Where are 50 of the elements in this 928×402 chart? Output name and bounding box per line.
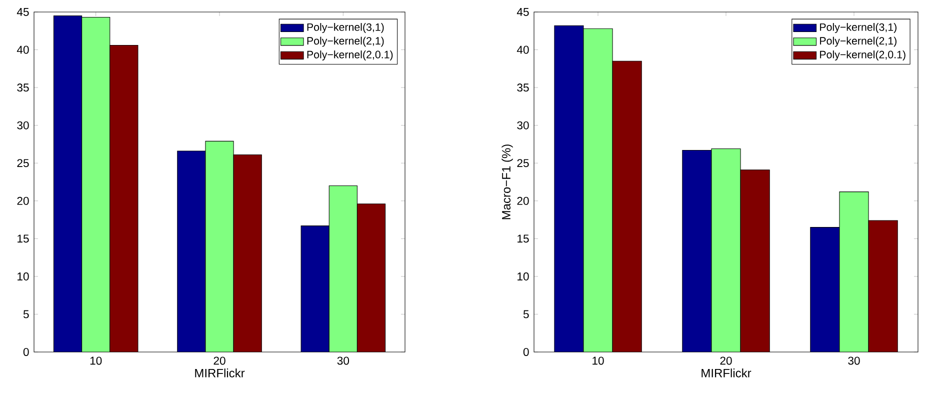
y-tick-label: 5 xyxy=(23,310,29,318)
bar xyxy=(583,28,613,352)
bar xyxy=(300,226,330,352)
legend-label: Poly−kernel(2,1) xyxy=(820,36,896,47)
legend-label: Poly−kernel(3,1) xyxy=(307,23,384,34)
y-tick-label: 10 xyxy=(18,272,29,280)
legend-label: Poly−kernel(2,0.1) xyxy=(307,50,393,60)
y-tick-label: 45 xyxy=(516,8,529,16)
bar xyxy=(82,17,110,352)
bar xyxy=(554,25,584,352)
bar xyxy=(205,140,234,352)
y-tick-label: 30 xyxy=(17,121,29,130)
y-tick-label: 40 xyxy=(516,46,529,54)
y-tick-label: 20 xyxy=(517,196,529,205)
bar xyxy=(177,150,206,352)
bar xyxy=(711,148,741,352)
y-tick-label: 10 xyxy=(518,272,529,280)
y-tick-label: 25 xyxy=(517,159,529,168)
x-tick-label: 30 xyxy=(848,356,860,365)
bar xyxy=(810,227,840,352)
y-tick-label: 30 xyxy=(517,121,529,130)
legend-label: Poly−kernel(2,1) xyxy=(307,36,384,47)
x-tick-label: 10 xyxy=(592,356,604,365)
x-tick-label: 10 xyxy=(90,356,102,365)
legend-label: Poly−kernel(2,0.1) xyxy=(820,50,906,60)
y-tick-label: 40 xyxy=(16,46,29,54)
bar xyxy=(839,192,869,352)
y-tick-label: 45 xyxy=(16,8,29,16)
y-tick-label: 15 xyxy=(18,234,29,243)
x-tick-label: 20 xyxy=(214,356,226,365)
y-tick-label: 35 xyxy=(17,84,29,92)
y-tick-label: 0 xyxy=(523,348,529,356)
y-tick-label: 20 xyxy=(17,196,29,205)
y-tick-label: 0 xyxy=(23,348,29,356)
bar xyxy=(110,44,138,352)
y-tick-label: 15 xyxy=(518,234,529,243)
y-tick-label: 25 xyxy=(17,159,29,168)
bar xyxy=(328,185,358,352)
x-tick-label: 30 xyxy=(337,356,350,365)
bar xyxy=(682,150,712,352)
x-axis-title: MIRFlickr xyxy=(702,368,752,378)
legend-label: Poly−kernel(3,1) xyxy=(820,23,896,34)
x-axis-title: MIRFlickr xyxy=(195,368,245,378)
y-tick-label: 5 xyxy=(523,310,529,318)
x-tick-label: 20 xyxy=(720,356,732,365)
bar xyxy=(233,154,262,352)
bar xyxy=(53,15,82,352)
y-axis-title: Macro−F1 (%) xyxy=(502,144,513,220)
y-tick-label: 35 xyxy=(517,84,529,92)
bar xyxy=(356,204,386,352)
